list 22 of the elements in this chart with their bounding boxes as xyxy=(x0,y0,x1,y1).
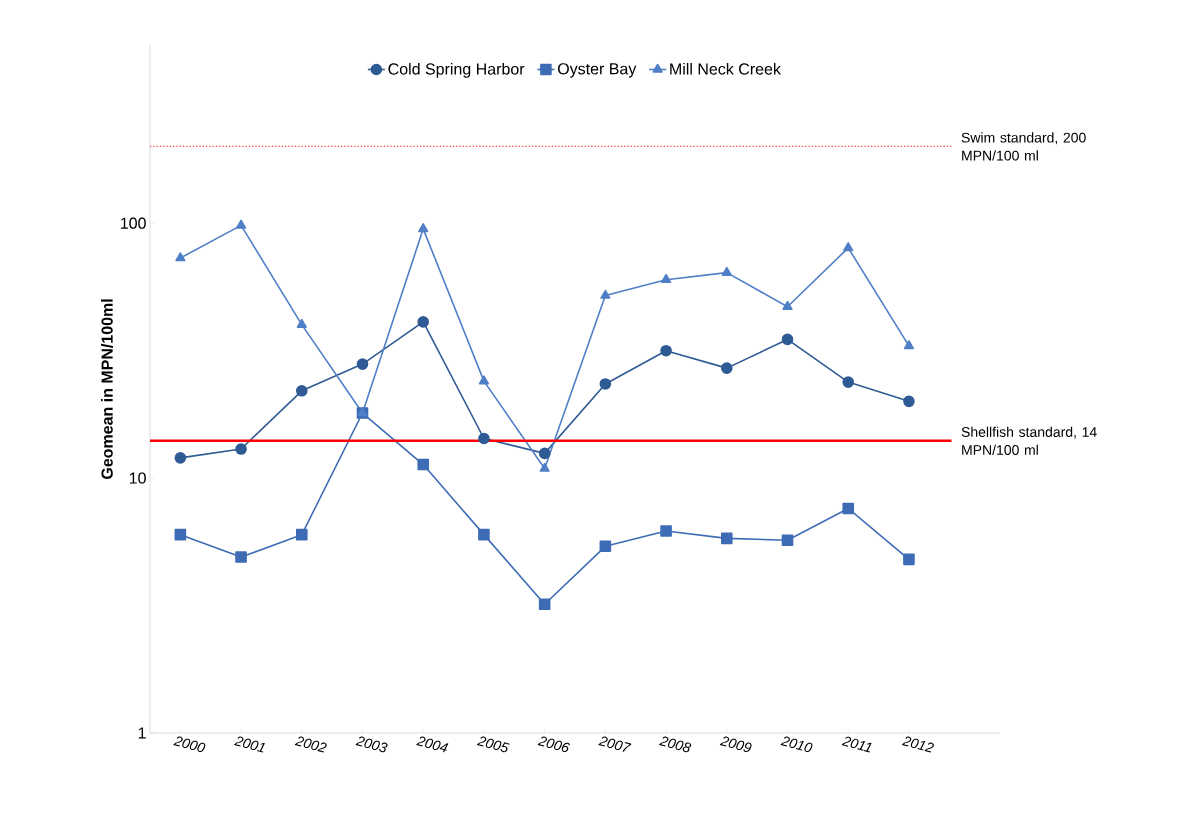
y-tick-label: 1 xyxy=(138,727,146,739)
x-tick-label: 2005 xyxy=(476,736,510,753)
legend-label: Mill Neck Creek xyxy=(670,62,781,75)
y-tick-label: 10 xyxy=(129,472,146,484)
x-tick-label: 2011 xyxy=(841,736,872,753)
y-axis-title: Geomean in MPN/100ml xyxy=(101,299,113,480)
x-tick-label: 2010 xyxy=(780,736,813,753)
legend-label: Cold Spring Harbor xyxy=(388,62,525,78)
x-tick-label: 2007 xyxy=(598,736,632,752)
x-tick-label: 2002 xyxy=(294,736,327,753)
legend-label: Oyster Bay xyxy=(557,63,637,78)
x-tick-label: 2004 xyxy=(416,736,449,753)
x-tick-label: 2006 xyxy=(537,736,570,753)
ref-line-label: Swim standard, 200 MPN/100 ml xyxy=(961,132,1086,161)
ref-line-label: Shellfish standard, 14 MPN/100 ml xyxy=(961,426,1097,455)
y-tick-label: 100 xyxy=(121,217,146,229)
x-tick-label: 2012 xyxy=(901,736,934,753)
x-tick-label: 2000 xyxy=(173,736,206,753)
x-tick-label: 2003 xyxy=(355,736,388,753)
x-tick-label: 2001 xyxy=(234,736,265,753)
x-tick-label: 2008 xyxy=(659,736,692,753)
x-tick-label: 2009 xyxy=(719,736,752,753)
